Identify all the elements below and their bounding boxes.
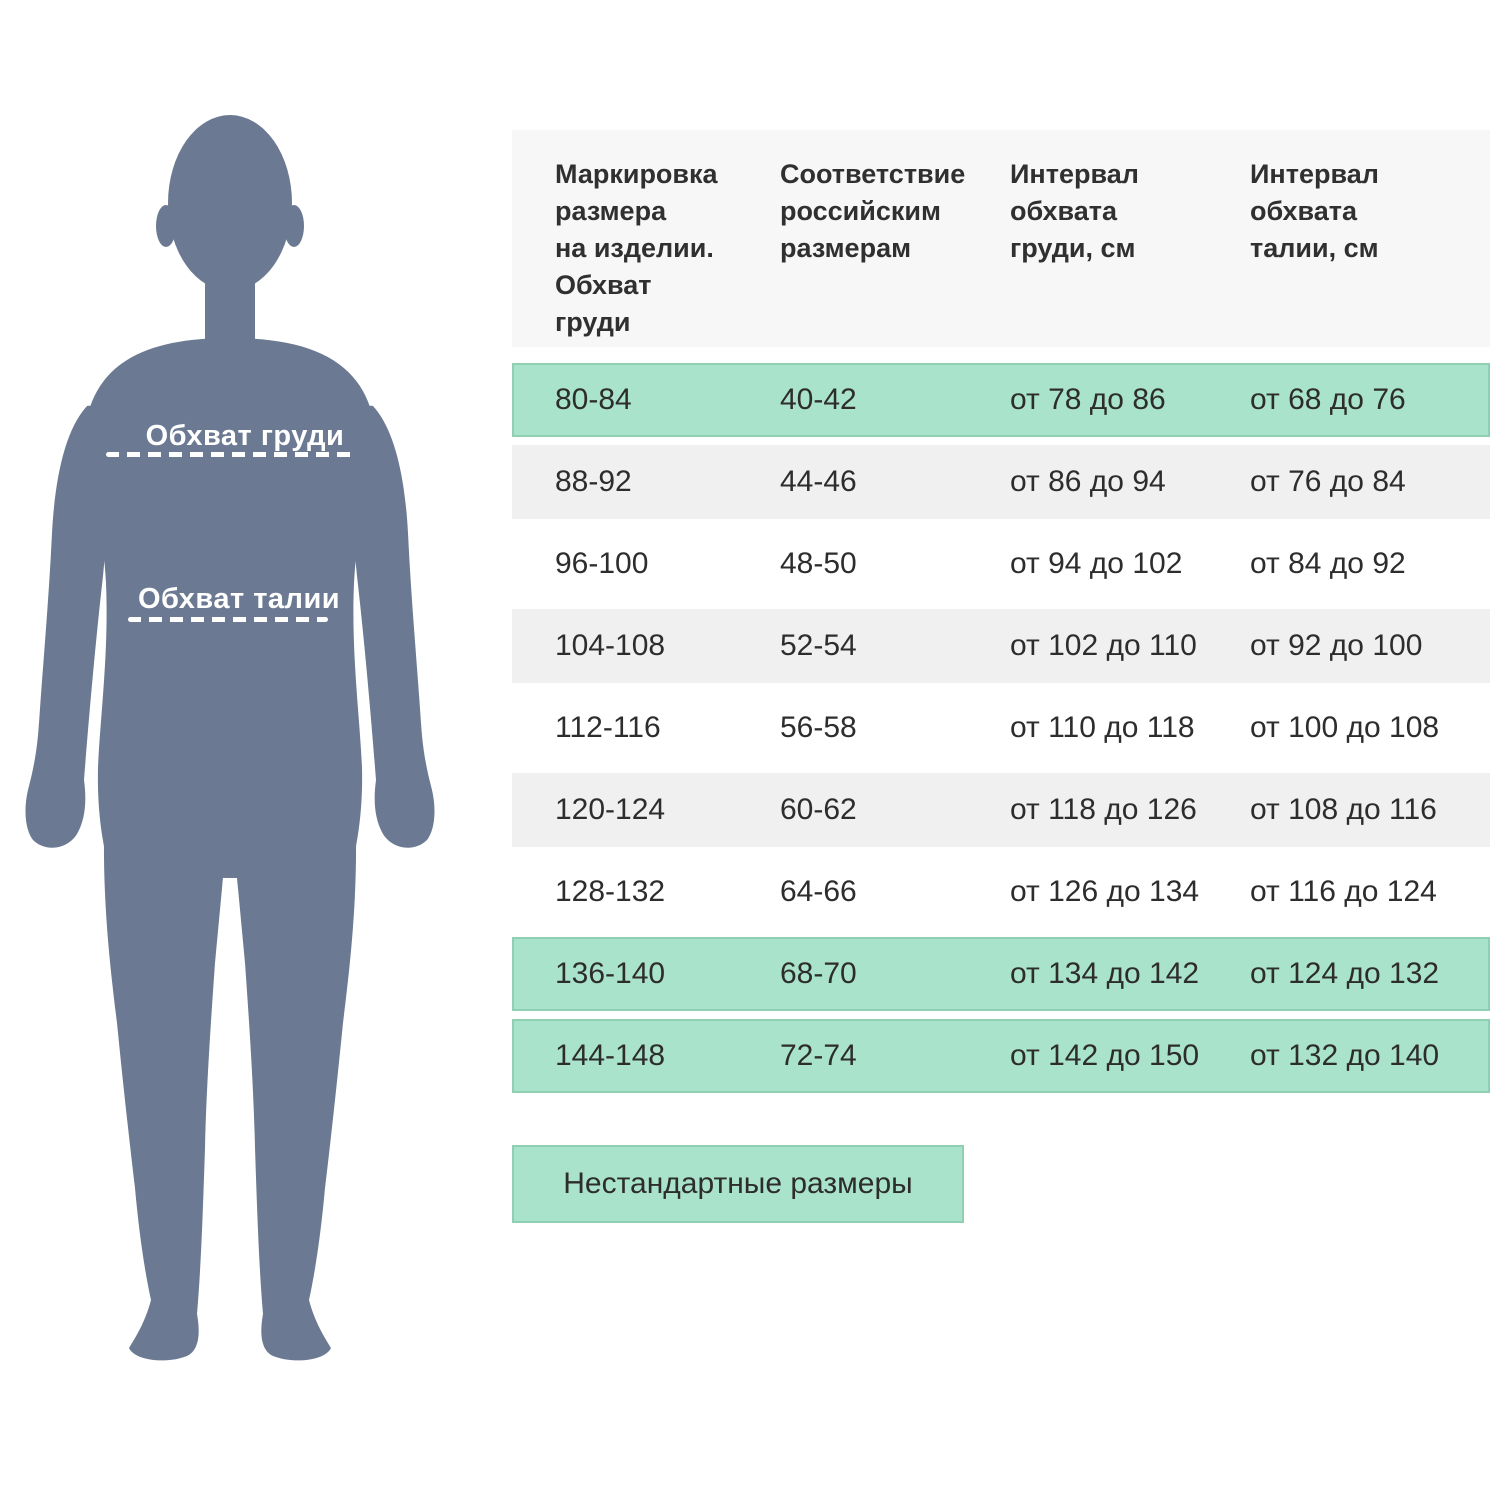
cell-waist-interval: от 84 до 92	[1250, 547, 1406, 580]
cell-ru-size: 48-50	[780, 547, 857, 580]
column-header-waist-interval: Интервал обхвата талии, см	[1250, 159, 1379, 263]
cell-waist-interval: от 100 до 108	[1250, 711, 1440, 744]
cell-chest-interval: от 126 до 134	[1010, 875, 1200, 908]
column-header-chest-interval: Интервал обхвата груди, см	[1010, 159, 1139, 263]
table-row: 120-124 60-62 от 118 до 126 от 108 до 11…	[512, 773, 1490, 847]
cell-size-marking: 144-148	[555, 1039, 666, 1072]
table-row: 88-92 44-46 от 86 до 94 от 76 до 84	[512, 445, 1490, 519]
size-table: Маркировка размера на изделии. Обхват гр…	[512, 130, 1490, 1101]
cell-waist-interval: от 116 до 124	[1250, 875, 1437, 908]
nonstandard-sizes-legend: Нестандартные размеры	[512, 1145, 964, 1223]
male-body-silhouette-icon	[25, 115, 435, 1361]
cell-chest-interval: от 78 до 86	[1010, 383, 1166, 416]
cell-waist-interval: от 68 до 76	[1250, 383, 1406, 416]
column-header-ru-size: Соответствие российским размерам	[780, 159, 966, 263]
waist-measure-label: Обхват талии	[138, 583, 341, 615]
cell-chest-interval: от 134 до 142	[1010, 957, 1200, 990]
cell-size-marking: 88-92	[555, 465, 632, 498]
cell-chest-interval: от 110 до 118	[1010, 711, 1195, 744]
cell-ru-size: 52-54	[780, 629, 857, 662]
cell-ru-size: 72-74	[780, 1039, 857, 1072]
cell-ru-size: 44-46	[780, 465, 857, 498]
cell-chest-interval: от 86 до 94	[1010, 465, 1166, 498]
cell-chest-interval: от 94 до 102	[1010, 547, 1183, 580]
cell-waist-interval: от 76 до 84	[1250, 465, 1406, 498]
table-row: 96-100 48-50 от 94 до 102 от 84 до 92	[512, 527, 1490, 601]
table-row: 136-140 68-70 от 134 до 142 от 124 до 13…	[512, 937, 1490, 1011]
cell-waist-interval: от 92 до 100	[1250, 629, 1423, 662]
waist-dashed-line	[128, 617, 328, 622]
cell-size-marking: 96-100	[555, 547, 649, 580]
table-row: 80-84 40-42 от 78 до 86 от 68 до 76	[512, 363, 1490, 437]
cell-size-marking: 136-140	[555, 957, 666, 990]
table-header-row: Маркировка размера на изделии. Обхват гр…	[512, 130, 1490, 347]
cell-ru-size: 40-42	[780, 383, 857, 416]
table-row: 104-108 52-54 от 102 до 110 от 92 до 100	[512, 609, 1490, 683]
cell-ru-size: 56-58	[780, 711, 857, 744]
cell-size-marking: 104-108	[555, 629, 666, 662]
cell-size-marking: 80-84	[555, 383, 632, 416]
cell-waist-interval: от 132 до 140	[1250, 1039, 1440, 1072]
chest-measure-label: Обхват груди	[145, 420, 345, 452]
cell-chest-interval: от 142 до 150	[1010, 1039, 1200, 1072]
table-row: 144-148 72-74 от 142 до 150 от 132 до 14…	[512, 1019, 1490, 1093]
cell-size-marking: 120-124	[555, 793, 666, 826]
body-figure	[15, 108, 445, 1368]
table-body: 80-84 40-42 от 78 до 86 от 68 до 76 88-9…	[512, 363, 1490, 1093]
table-row: 128-132 64-66 от 126 до 134 от 116 до 12…	[512, 855, 1490, 929]
table-row: 112-116 56-58 от 110 до 118 от 100 до 10…	[512, 691, 1490, 765]
cell-chest-interval: от 102 до 110	[1010, 629, 1197, 662]
cell-ru-size: 64-66	[780, 875, 857, 908]
chest-dashed-line	[106, 452, 353, 457]
cell-size-marking: 128-132	[555, 875, 666, 908]
cell-ru-size: 60-62	[780, 793, 857, 826]
cell-waist-interval: от 108 до 116	[1250, 793, 1437, 826]
column-header-size-marking: Маркировка размера на изделии. Обхват гр…	[555, 159, 718, 337]
cell-waist-interval: от 124 до 132	[1250, 957, 1440, 990]
cell-size-marking: 112-116	[555, 711, 661, 744]
cell-ru-size: 68-70	[780, 957, 857, 990]
cell-chest-interval: от 118 до 126	[1010, 793, 1197, 826]
